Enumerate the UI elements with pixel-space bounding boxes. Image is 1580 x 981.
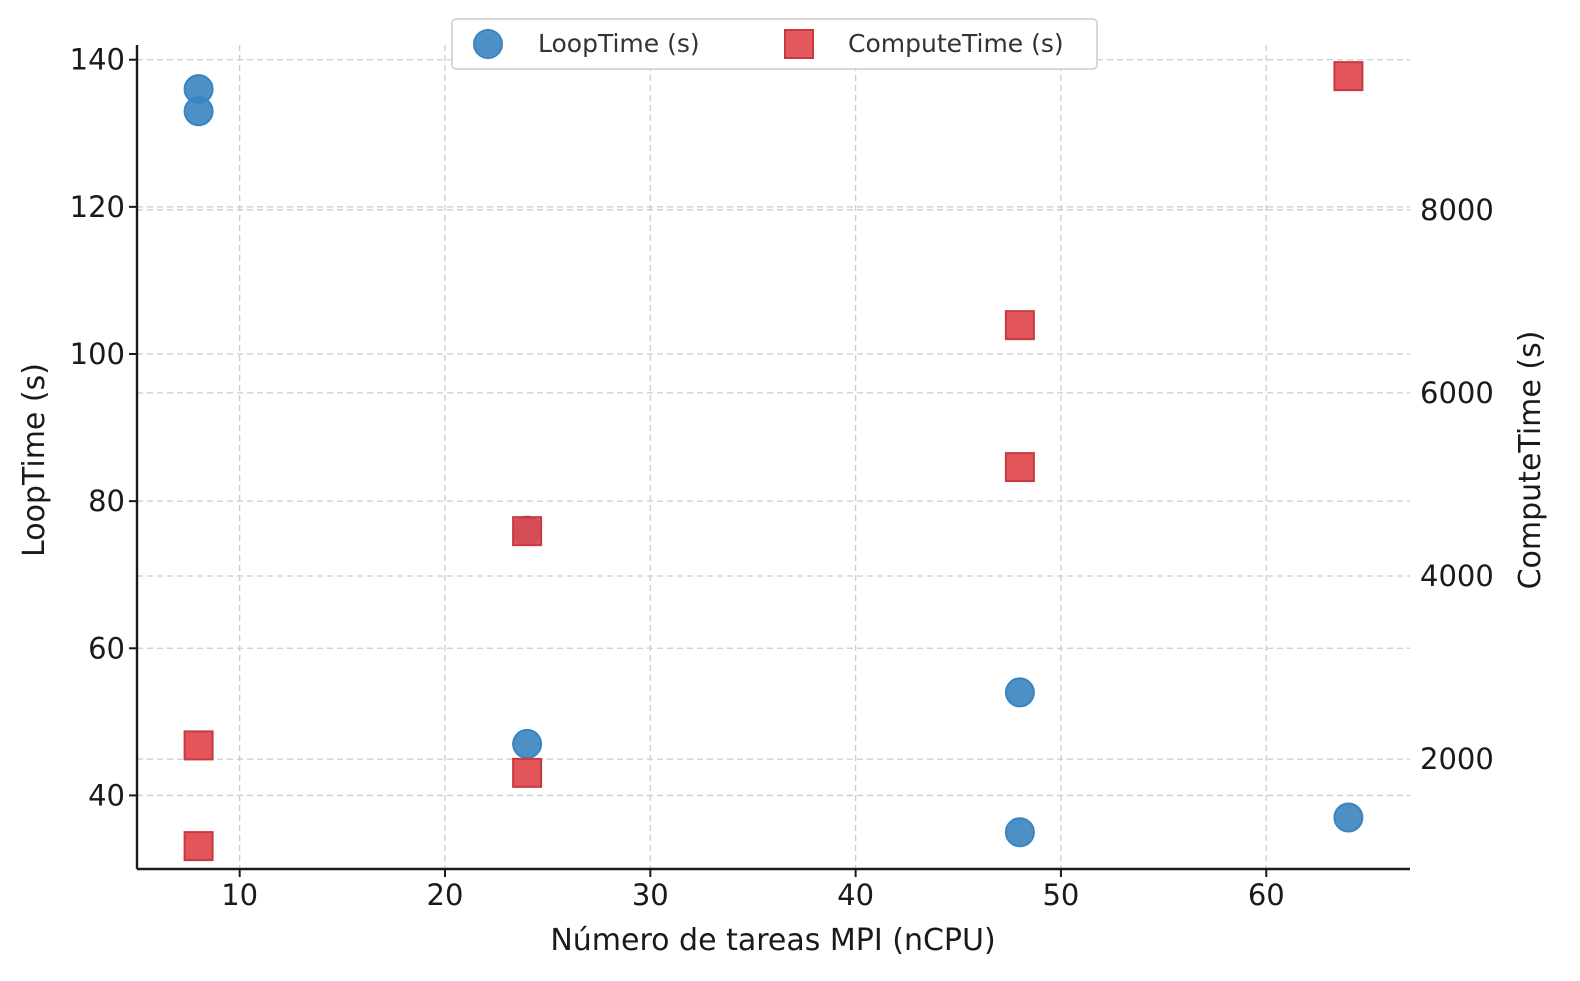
y-axis-left-title: LoopTime (s) xyxy=(17,363,52,557)
y-axis-right-title: ComputeTime (s) xyxy=(1513,331,1548,590)
data-point-looptime xyxy=(1004,817,1035,848)
y-left-tick-label: 60 xyxy=(88,631,125,665)
x-axis-title: Número de tareas MPI (nCPU) xyxy=(550,923,995,958)
y-right-tick-label: 8000 xyxy=(1420,193,1494,227)
x-tick-label: 20 xyxy=(427,878,464,912)
grid-y-right xyxy=(137,209,1410,760)
data-point-computetime xyxy=(1004,452,1035,483)
x-tick-label: 30 xyxy=(632,878,669,912)
data-point-looptime xyxy=(183,96,214,127)
data-point-looptime xyxy=(512,728,543,759)
y-right-tick-label: 2000 xyxy=(1420,742,1494,776)
x-tick-label: 10 xyxy=(221,878,258,912)
y-left-tick-label: 140 xyxy=(70,43,125,77)
y-axis-right-ticks: 2000 4000 6000 8000 xyxy=(1420,193,1494,776)
x-tick-label: 60 xyxy=(1248,878,1285,912)
x-axis-ticks: 10 20 30 40 50 60 xyxy=(221,869,1285,912)
legend-marker-computetime xyxy=(784,29,814,59)
grid-y-left xyxy=(137,59,1410,797)
y-left-tick-label: 100 xyxy=(70,337,125,371)
data-point-computetime xyxy=(183,730,214,761)
data-points xyxy=(183,61,1364,862)
y-right-tick-label: 6000 xyxy=(1420,376,1494,410)
y-left-tick-label: 120 xyxy=(70,190,125,224)
data-point-computetime xyxy=(1333,61,1364,92)
legend-label-looptime: LoopTime (s) xyxy=(538,29,700,58)
x-tick-label: 50 xyxy=(1042,878,1079,912)
y-left-tick-label: 40 xyxy=(88,778,125,812)
legend-marker-looptime xyxy=(473,29,503,59)
legend: LoopTime (s) ComputeTime (s) xyxy=(451,18,1098,70)
legend-label-computetime: ComputeTime (s) xyxy=(848,29,1064,58)
legend-box xyxy=(451,18,1098,70)
data-point-computetime xyxy=(183,831,214,862)
x-tick-label: 40 xyxy=(837,878,874,912)
y-axis-left-ticks: 40 60 80 100 120 140 xyxy=(70,43,137,812)
data-point-computetime xyxy=(512,757,543,788)
y-right-tick-label: 4000 xyxy=(1420,559,1494,593)
data-point-looptime xyxy=(1004,677,1035,708)
data-point-computetime xyxy=(1004,310,1035,341)
y-left-tick-label: 80 xyxy=(88,484,125,518)
axes xyxy=(135,45,1410,871)
data-point-computetime xyxy=(512,516,543,547)
data-point-looptime xyxy=(1333,802,1364,833)
grid-x xyxy=(239,45,1267,869)
